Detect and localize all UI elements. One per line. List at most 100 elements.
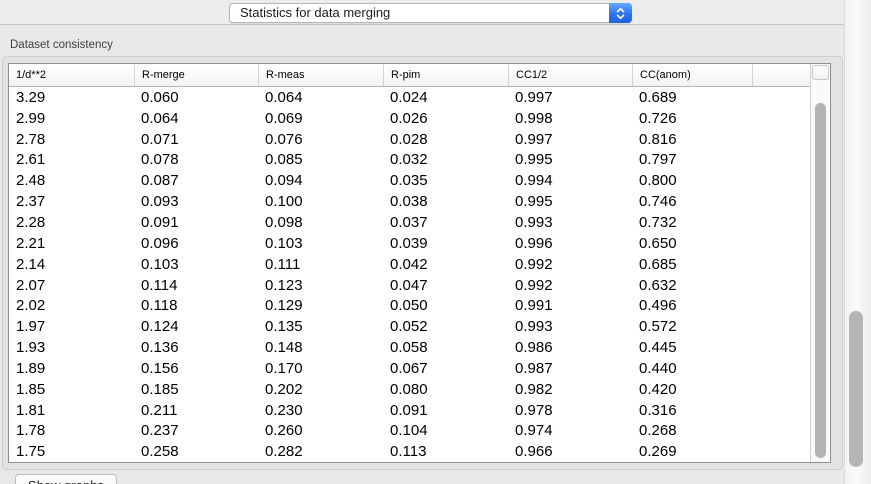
table-cell: 0.797 (639, 151, 677, 169)
table-header-row: 1/d**2 R-merge R-meas R-pim CC1/2 CC(anom) (9, 64, 810, 87)
table-cell: 0.282 (265, 443, 303, 461)
table-cell: 0.997 (515, 88, 553, 106)
table-cell: 0.732 (639, 213, 677, 231)
window-vertical-scrollbar[interactable] (844, 0, 871, 484)
table-cell: 0.986 (515, 339, 553, 357)
table-row[interactable]: 2.48 0.087 0.094 0.035 0.994 0.800 (9, 170, 810, 191)
table-row[interactable]: 2.21 0.096 0.103 0.039 0.996 0.650 (9, 233, 810, 254)
table-cell: 2.21 (16, 234, 46, 252)
table-row[interactable]: 1.78 0.237 0.260 0.104 0.974 0.268 (9, 421, 810, 442)
table-row[interactable]: 2.07 0.114 0.123 0.047 0.992 0.632 (9, 275, 810, 296)
table-row[interactable]: 1.75 0.258 0.282 0.113 0.966 0.269 (9, 441, 810, 462)
table-cell: 0.093 (141, 193, 179, 211)
column-header-1-d-2[interactable]: 1/d**2 (16, 69, 46, 81)
table-vertical-scrollbar[interactable] (810, 64, 830, 462)
table-cell: 0.069 (265, 109, 303, 127)
table-cell: 0.995 (515, 193, 553, 211)
top-toolbar: Statistics for data merging (0, 0, 871, 25)
table-cell: 1.85 (16, 380, 46, 398)
table-cell: 0.269 (639, 443, 677, 461)
table-row[interactable]: 2.14 0.103 0.111 0.042 0.992 0.685 (9, 254, 810, 275)
table-cell: 0.039 (390, 234, 428, 252)
statistics-mode-select[interactable]: Statistics for data merging (229, 3, 632, 23)
table-cell: 0.091 (390, 401, 428, 419)
table-cell: 0.746 (639, 193, 677, 211)
table-cell: 0.316 (639, 401, 677, 419)
column-header-r-pim[interactable]: R-pim (383, 64, 508, 86)
table-cell: 0.211 (141, 401, 178, 419)
table-cell: 0.058 (390, 339, 428, 357)
table-cell: 0.028 (390, 130, 428, 148)
table-cell: 0.103 (265, 234, 303, 252)
table-cell: 0.129 (265, 297, 303, 315)
table-cell: 0.987 (515, 359, 553, 377)
table-cell: 0.993 (515, 213, 553, 231)
table-cell: 0.689 (639, 88, 677, 106)
table-cell: 2.07 (16, 276, 46, 294)
table-cell: 0.100 (265, 193, 303, 211)
table-cell: 0.114 (141, 276, 178, 294)
table-cell: 0.094 (265, 172, 303, 190)
table-cell: 0.445 (639, 339, 677, 357)
table-row[interactable]: 2.78 0.071 0.076 0.028 0.997 0.816 (9, 129, 810, 150)
table-cell: 0.091 (141, 213, 179, 231)
table-cell: 0.966 (515, 443, 553, 461)
chevron-up-down-icon (616, 7, 625, 19)
table-cell: 0.420 (639, 380, 677, 398)
scrollbar-corner-button[interactable] (812, 65, 829, 80)
table-cell: 0.185 (141, 380, 179, 398)
table-row[interactable]: 1.85 0.185 0.202 0.080 0.982 0.420 (9, 379, 810, 400)
popup-stepper[interactable] (609, 3, 632, 23)
table-cell: 0.816 (639, 130, 677, 148)
column-header-cc1-2[interactable]: CC1/2 (508, 64, 632, 86)
table-cell: 0.087 (141, 172, 179, 190)
table-cell: 0.991 (515, 297, 553, 315)
table-body: 3.29 0.060 0.064 0.024 0.997 0.689 2.99 0.064 0.… (9, 87, 810, 462)
show-graphs-button[interactable]: Show graphs (15, 474, 117, 484)
table-cell: 0.996 (515, 234, 553, 252)
table-cell: 0.113 (390, 443, 427, 461)
table-cell: 0.076 (265, 130, 303, 148)
table-cell: 0.038 (390, 193, 428, 211)
table-cell: 0.170 (265, 359, 303, 377)
table-row[interactable]: 2.61 0.078 0.085 0.032 0.995 0.797 (9, 150, 810, 171)
table-cell: 2.78 (16, 130, 46, 148)
table-cell: 0.992 (515, 255, 553, 273)
table-cell: 0.268 (639, 422, 677, 440)
table-cell: 0.148 (265, 339, 303, 357)
table-cell: 2.37 (16, 193, 46, 211)
table-row[interactable]: 3.29 0.060 0.064 0.024 0.997 0.689 (9, 87, 810, 108)
table-row[interactable]: 2.37 0.093 0.100 0.038 0.995 0.746 (9, 191, 810, 212)
table-row[interactable]: 1.89 0.156 0.170 0.067 0.987 0.440 (9, 358, 810, 379)
table-cell: 1.89 (16, 359, 46, 377)
table-cell: 0.085 (265, 151, 303, 169)
column-header-r-merge[interactable]: R-merge (134, 64, 258, 86)
table-cell: 0.060 (141, 88, 179, 106)
column-header-r-meas[interactable]: R-meas (258, 64, 383, 86)
table-cell: 0.992 (515, 276, 553, 294)
column-header-cc-anom-[interactable]: CC(anom) (632, 64, 752, 86)
table-cell: 0.032 (390, 151, 428, 169)
table-cell: 0.726 (639, 109, 677, 127)
table-cell: 0.111 (265, 255, 301, 273)
table-cell: 0.632 (639, 276, 677, 294)
table-cell: 0.042 (390, 255, 428, 273)
table-row[interactable]: 2.99 0.064 0.069 0.026 0.998 0.726 (9, 108, 810, 129)
table-cell: 0.974 (515, 422, 553, 440)
table-row[interactable]: 2.02 0.118 0.129 0.050 0.991 0.496 (9, 295, 810, 316)
table-cell: 0.978 (515, 401, 553, 419)
column-header-empty[interactable] (752, 64, 810, 86)
window-scrollbar-thumb[interactable] (849, 311, 863, 467)
table-scrollbar-thumb[interactable] (815, 103, 826, 458)
table-row[interactable]: 1.93 0.136 0.148 0.058 0.986 0.445 (9, 337, 810, 358)
table-cell: 0.237 (141, 422, 179, 440)
table-cell: 0.685 (639, 255, 677, 273)
table-cell: 0.118 (141, 297, 178, 315)
table-cell: 0.202 (265, 380, 303, 398)
table-cell: 0.050 (390, 297, 428, 315)
table-row[interactable]: 2.28 0.091 0.098 0.037 0.993 0.732 (9, 212, 810, 233)
table-cell: 2.61 (16, 151, 46, 169)
table-cell: 0.123 (265, 276, 303, 294)
table-row[interactable]: 1.81 0.211 0.230 0.091 0.978 0.316 (9, 400, 810, 421)
table-row[interactable]: 1.97 0.124 0.135 0.052 0.993 0.572 (9, 316, 810, 337)
